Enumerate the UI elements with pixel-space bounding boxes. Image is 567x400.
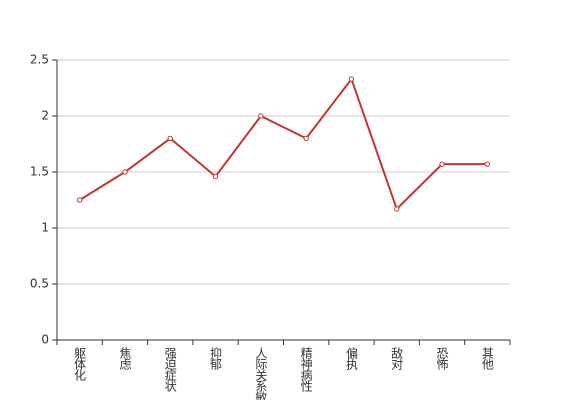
x-tick-label: 强迫症状 bbox=[163, 347, 177, 392]
y-tick-label: 2 bbox=[41, 109, 49, 123]
point bbox=[122, 169, 128, 175]
x-tick-label: 人际关系敏感 bbox=[254, 347, 268, 400]
point bbox=[348, 76, 355, 82]
y-tick-label: 1.5 bbox=[30, 165, 49, 179]
point bbox=[394, 206, 400, 212]
point bbox=[76, 197, 83, 203]
point bbox=[258, 113, 264, 119]
x-tick-label: 抑郁 bbox=[209, 346, 223, 371]
y-tick-label: 1 bbox=[41, 221, 49, 235]
x-tick-label: 其他 bbox=[480, 347, 494, 370]
point bbox=[439, 161, 445, 167]
x-tick-label: 偏执 bbox=[344, 346, 358, 371]
point bbox=[484, 161, 491, 167]
y-tick-label: 2.5 bbox=[30, 53, 49, 67]
x-tick-label: 躯体化 bbox=[73, 346, 87, 382]
y-tick-label: 0 bbox=[41, 333, 49, 347]
point bbox=[167, 135, 173, 142]
x-tick-label: 恐怖 bbox=[435, 347, 449, 370]
x-tick-label: 精神病性 bbox=[299, 347, 313, 393]
x-tick-label: 焦虑 bbox=[118, 347, 132, 370]
point bbox=[212, 173, 219, 180]
x-tick-label: 敌对 bbox=[390, 346, 404, 370]
y-tick-label: 0.5 bbox=[30, 277, 49, 291]
point bbox=[303, 135, 309, 142]
line bbox=[79, 76, 488, 211]
